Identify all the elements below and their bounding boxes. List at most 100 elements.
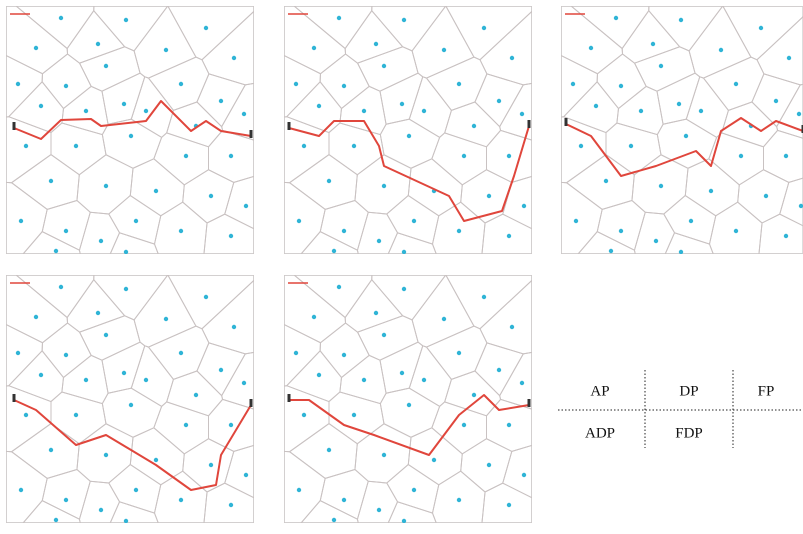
- site: [204, 26, 208, 30]
- site: [104, 453, 108, 457]
- site: [184, 154, 188, 158]
- site: [639, 109, 643, 113]
- site: [679, 250, 683, 254]
- site: [242, 381, 246, 385]
- site: [104, 184, 108, 188]
- voronoi-panel: [6, 275, 254, 523]
- site: [507, 423, 511, 427]
- site: [382, 184, 386, 188]
- site: [317, 104, 321, 108]
- site: [302, 144, 306, 148]
- site: [337, 285, 341, 289]
- site: [342, 84, 346, 88]
- site: [317, 373, 321, 377]
- site: [462, 154, 466, 158]
- voronoi-panel: [561, 6, 803, 254]
- site: [457, 82, 461, 86]
- site: [774, 99, 778, 103]
- site: [54, 518, 58, 522]
- site: [400, 371, 404, 375]
- site: [571, 82, 575, 86]
- site: [520, 381, 524, 385]
- site: [719, 48, 723, 52]
- panels: [6, 6, 803, 523]
- site: [96, 311, 100, 315]
- site: [19, 488, 23, 492]
- site: [179, 498, 183, 502]
- site: [382, 333, 386, 337]
- site: [64, 229, 68, 233]
- site: [244, 204, 248, 208]
- site: [179, 82, 183, 86]
- endpoint: [250, 399, 253, 407]
- site: [144, 378, 148, 382]
- site: [302, 413, 306, 417]
- site: [99, 508, 103, 512]
- site: [204, 295, 208, 299]
- site: [510, 325, 514, 329]
- voronoi-panel: [284, 275, 532, 523]
- site: [402, 18, 406, 22]
- site: [659, 184, 663, 188]
- site: [312, 315, 316, 319]
- site: [684, 134, 688, 138]
- site: [297, 219, 301, 223]
- site: [689, 219, 693, 223]
- site: [144, 109, 148, 113]
- site: [99, 239, 103, 243]
- site: [651, 42, 655, 46]
- site: [129, 403, 133, 407]
- site: [764, 194, 768, 198]
- endpoint: [565, 118, 568, 126]
- site: [457, 498, 461, 502]
- site: [164, 48, 168, 52]
- site: [124, 287, 128, 291]
- site: [709, 189, 713, 193]
- site: [402, 250, 406, 254]
- site: [154, 458, 158, 462]
- site: [497, 368, 501, 372]
- site: [134, 219, 138, 223]
- site: [432, 458, 436, 462]
- site: [209, 463, 213, 467]
- site: [229, 423, 233, 427]
- site: [134, 488, 138, 492]
- site: [487, 194, 491, 198]
- site: [787, 56, 791, 60]
- site: [194, 393, 198, 397]
- site: [16, 351, 20, 355]
- site: [179, 229, 183, 233]
- site: [124, 18, 128, 22]
- site: [619, 229, 623, 233]
- site: [412, 488, 416, 492]
- site: [59, 285, 63, 289]
- site: [374, 311, 378, 315]
- site: [297, 488, 301, 492]
- endpoint: [288, 394, 291, 402]
- panel-frame: [562, 7, 803, 254]
- site: [589, 46, 593, 50]
- site: [124, 519, 128, 523]
- site: [54, 249, 58, 253]
- site: [229, 234, 233, 238]
- site: [457, 351, 461, 355]
- site: [482, 295, 486, 299]
- site: [462, 423, 466, 427]
- site: [104, 333, 108, 337]
- table-cell: DP: [679, 383, 698, 399]
- site: [124, 250, 128, 254]
- site: [482, 26, 486, 30]
- voronoi-panel: [284, 6, 532, 254]
- site: [659, 64, 663, 68]
- site: [699, 109, 703, 113]
- site: [229, 503, 233, 507]
- table-cell: AP: [590, 383, 609, 399]
- site: [332, 249, 336, 253]
- site: [19, 219, 23, 223]
- site: [327, 448, 331, 452]
- endpoint: [13, 122, 16, 130]
- site: [39, 373, 43, 377]
- site: [49, 448, 53, 452]
- site: [422, 378, 426, 382]
